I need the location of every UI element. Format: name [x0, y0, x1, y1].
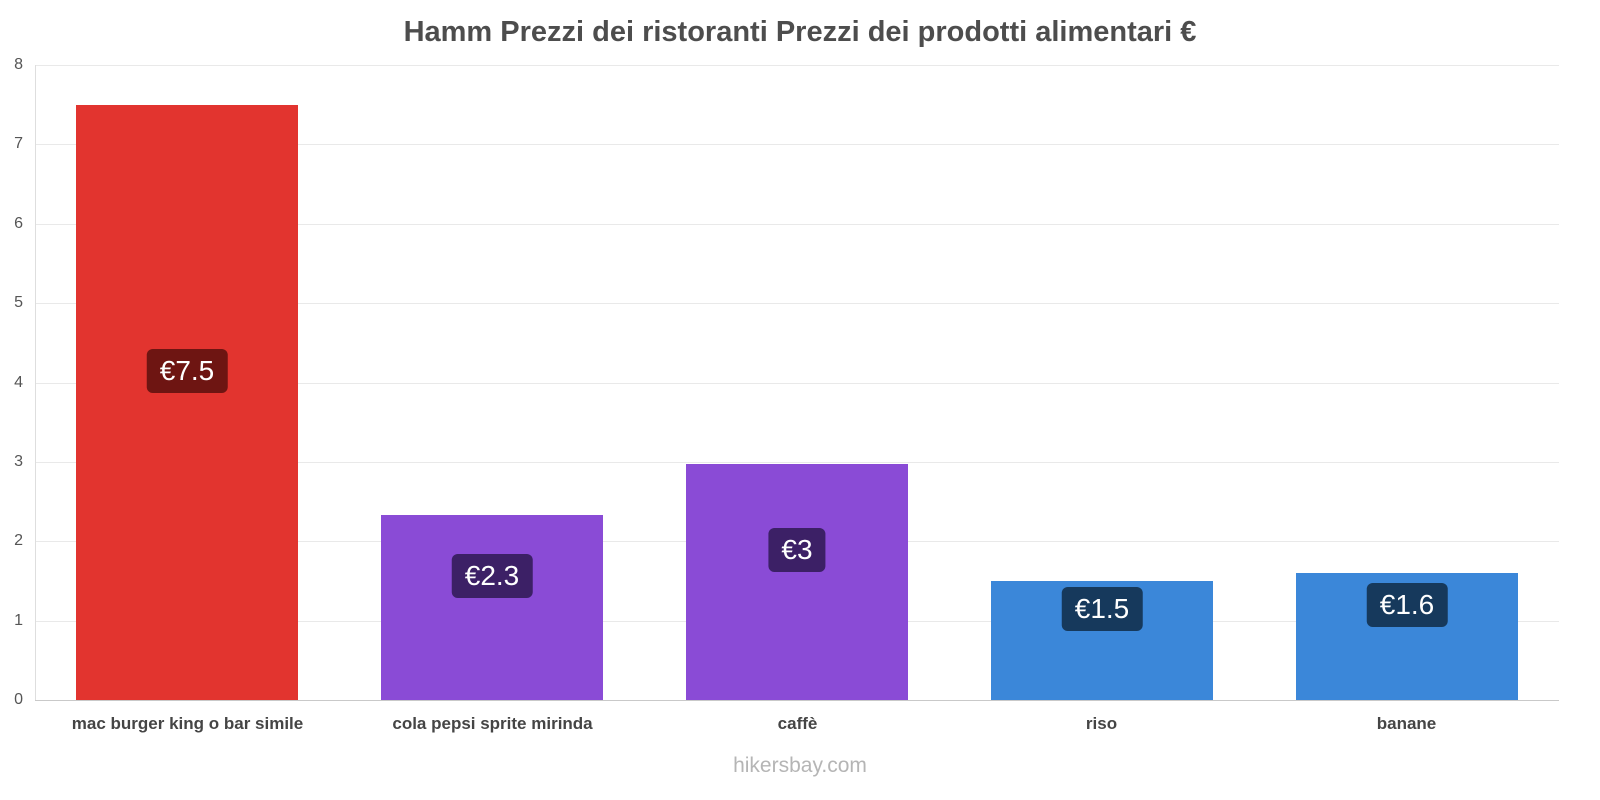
footer-watermark: hikersbay.com [733, 754, 867, 777]
y-tick-label: 5 [14, 294, 23, 312]
gridline [35, 303, 1559, 305]
gridline [35, 461, 1559, 463]
x-axis-labels: mac burger king o bar simile cola pepsi s… [35, 714, 1559, 740]
y-tick-label: 1 [14, 611, 23, 629]
bar-3: €3 [686, 464, 908, 700]
value-badge: €1.5 [1061, 586, 1143, 631]
gridline [35, 65, 1559, 66]
y-tick-label: 8 [14, 56, 23, 73]
value-badge: €3 [768, 528, 826, 572]
gridline [35, 223, 1559, 225]
x-axis-label: cola pepsi sprite mirinda [392, 714, 593, 733]
y-tick-label: 3 [14, 452, 23, 470]
value-badge: €2.3 [451, 553, 533, 598]
y-tick-label: 2 [14, 532, 23, 550]
gridline [35, 382, 1559, 384]
y-tick-label: 7 [14, 135, 23, 153]
y-tick-label: 6 [14, 214, 23, 232]
y-tick-label: 0 [14, 691, 23, 708]
bar-1: €7.5 [76, 105, 298, 700]
bar-5: €1.6 [1296, 573, 1518, 700]
bar-4: €1.5 [991, 581, 1213, 700]
x-axis-label: caffè [777, 714, 818, 733]
gridline [35, 144, 1559, 146]
gridline [35, 700, 1559, 701]
chart-title: Hamm Prezzi dei ristoranti Prezzi dei pr… [403, 16, 1197, 48]
bar-2: €2.3 [381, 515, 603, 700]
x-axis-label: mac burger king o bar simile [71, 714, 304, 733]
y-axis: 0 1 2 3 4 5 6 7 8 [0, 56, 29, 708]
y-axis-line [35, 65, 36, 700]
x-axis-label: banane [1376, 714, 1437, 733]
value-badge: €1.6 [1366, 582, 1448, 627]
y-tick-label: 4 [14, 373, 23, 391]
value-badge: €7.5 [146, 348, 228, 393]
plot-area: €7.5 €2.3 €3 €1.5 €1.6 [35, 65, 1559, 701]
x-axis-label: riso [1085, 714, 1118, 733]
